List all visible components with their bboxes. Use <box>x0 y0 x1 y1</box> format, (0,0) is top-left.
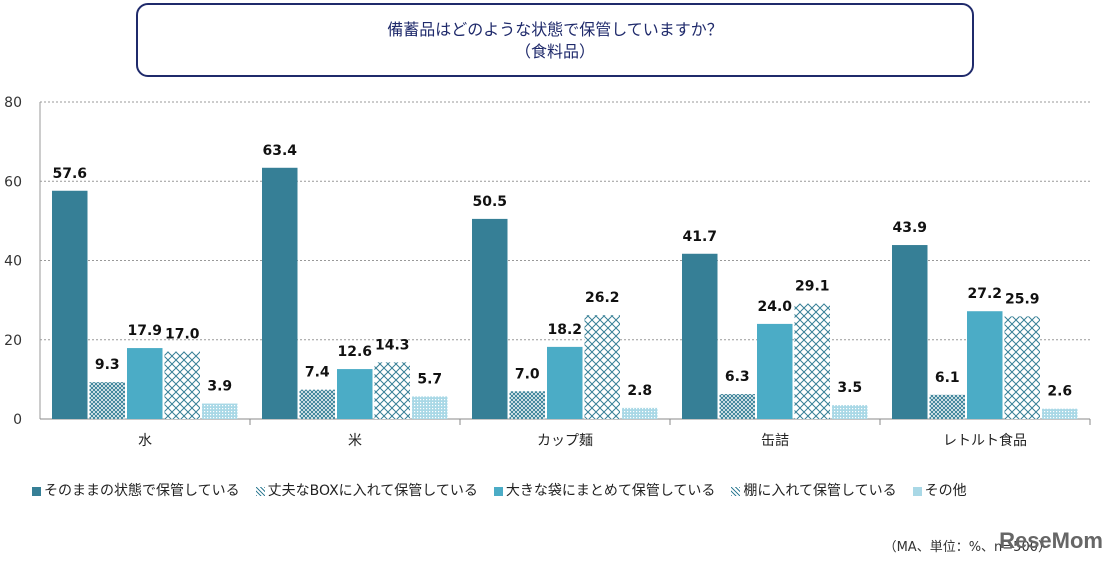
legend: そのままの状態で保管している 丈夫なBOXに入れて保管している 大きな袋にまとめて保… <box>32 480 967 500</box>
x-tick-label: 米 <box>348 433 362 449</box>
data-label: 17.9 <box>127 323 162 339</box>
legend-label: 丈夫なBOXに入れて保管している <box>267 483 478 499</box>
bar <box>547 346 583 419</box>
data-label: 5.7 <box>417 371 442 387</box>
data-label: 6.3 <box>725 369 750 385</box>
bar <box>52 190 88 419</box>
data-label: 24.0 <box>757 299 792 315</box>
data-label: 12.6 <box>337 344 372 360</box>
bar <box>262 167 298 419</box>
y-tick-label: 80 <box>4 95 22 111</box>
bar-chart: 0 20 40 60 80 水 57.6 9.3 17.9 17.0 3.9 米 63.4 7.4 12.6… <box>4 95 1091 449</box>
legend-swatch <box>493 486 503 496</box>
bar <box>757 323 793 419</box>
bar <box>1042 408 1078 419</box>
y-tick-label: 20 <box>4 333 22 349</box>
x-tick-label: 水 <box>138 433 152 449</box>
legend-label: そのままの状態で保管している <box>44 483 240 499</box>
bar <box>89 382 125 419</box>
bar <box>412 396 448 419</box>
bar <box>967 311 1003 419</box>
data-label: 25.9 <box>1005 291 1040 307</box>
legend-swatch <box>32 486 41 496</box>
chart-title: 備蓄品はどのような状態で保管していますか？ <box>387 20 723 39</box>
resemom-logo: ReseMom <box>999 528 1103 553</box>
legend-item: 棚に入れて保管している <box>731 480 897 500</box>
bar <box>127 348 163 419</box>
bar <box>892 245 928 419</box>
legend-item: その他 <box>912 480 967 500</box>
data-label: 2.8 <box>627 383 652 399</box>
y-tick-label: 0 <box>13 412 22 428</box>
data-label: 7.0 <box>515 366 540 382</box>
bar <box>719 394 755 419</box>
bar <box>794 303 830 419</box>
legend-item: 丈夫なBOXに入れて保管している <box>255 480 478 500</box>
x-tick-label: 缶詰 <box>761 433 789 449</box>
bar <box>1004 316 1040 419</box>
data-label: 3.5 <box>837 380 862 396</box>
legend-swatch <box>731 486 741 496</box>
legend-label: 棚に入れて保管している <box>743 483 897 499</box>
legend-swatch <box>912 486 922 496</box>
bar <box>584 315 620 419</box>
footnote: （MA、単位：%、n=500） <box>883 540 1051 555</box>
data-label: 50.5 <box>472 194 507 210</box>
legend-item: 大きな袋にまとめて保管している <box>493 480 716 500</box>
data-label: 26.2 <box>585 290 620 306</box>
data-label: 29.1 <box>795 279 830 295</box>
chart-title-box: 備蓄品はどのような状態で保管していますか？ （食料品） <box>136 3 974 77</box>
data-label: 3.9 <box>207 379 232 395</box>
bar <box>299 389 335 419</box>
legend-label: 大きな袋にまとめて保管している <box>505 483 716 499</box>
bar <box>622 407 658 419</box>
bar <box>929 394 965 419</box>
bar <box>337 369 373 419</box>
data-label: 63.4 <box>262 143 297 159</box>
y-tick-label: 40 <box>4 254 22 270</box>
bar <box>374 362 410 419</box>
legend-swatch <box>255 486 265 496</box>
bar <box>832 405 868 419</box>
data-label: 43.9 <box>892 220 927 236</box>
bar <box>202 403 238 419</box>
data-label: 57.6 <box>52 166 87 182</box>
y-tick-label: 60 <box>4 174 22 190</box>
data-label: 6.1 <box>935 370 960 386</box>
data-label: 2.6 <box>1047 384 1072 400</box>
bar <box>472 218 508 419</box>
chart-subtitle: （食料品） <box>514 42 595 61</box>
x-tick-label: レトルト食品 <box>943 432 1027 449</box>
bar <box>164 351 200 419</box>
bar <box>509 391 545 419</box>
bar <box>682 253 718 419</box>
data-label: 41.7 <box>682 229 717 245</box>
legend-label: その他 <box>924 483 967 499</box>
data-label: 7.4 <box>305 365 330 381</box>
data-label: 17.0 <box>165 327 200 343</box>
data-label: 14.3 <box>375 337 410 353</box>
x-tick-label: カップ麺 <box>537 433 593 449</box>
legend-item: そのままの状態で保管している <box>32 480 240 500</box>
data-label: 9.3 <box>95 357 120 373</box>
data-label: 27.2 <box>967 286 1002 302</box>
data-label: 18.2 <box>547 322 582 338</box>
